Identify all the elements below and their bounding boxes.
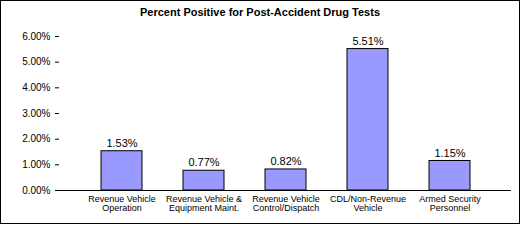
svg-text:Revenue Vehicle &Equipment Mai: Revenue Vehicle &Equipment Maint.	[166, 194, 242, 213]
svg-text:1.53%: 1.53%	[106, 137, 137, 149]
svg-text:1.00%: 1.00%	[22, 159, 50, 170]
html-text:Percent Positive for Post-Acci: Percent Positive for Post-Accident Drug …	[140, 6, 380, 18]
svg-text:CDL/Non-RevenueVehicle: CDL/Non-RevenueVehicle	[330, 194, 406, 213]
svg-text:0.82%: 0.82%	[270, 155, 301, 167]
svg-text:Revenue VehicleControl/Dispatc: Revenue VehicleControl/Dispatch	[252, 194, 320, 213]
svg-text:5.51%: 5.51%	[352, 35, 383, 47]
svg-text:2.00%: 2.00%	[22, 133, 50, 144]
svg-text:6.00%: 6.00%	[22, 31, 50, 42]
svg-text:0.00%: 0.00%	[22, 185, 50, 196]
svg-text:1.15%: 1.15%	[434, 147, 465, 159]
svg-text:Armed SecurityPersonnel: Armed SecurityPersonnel	[419, 194, 481, 213]
svg-text:4.00%: 4.00%	[22, 82, 50, 93]
svg-text:5.00%: 5.00%	[22, 56, 50, 67]
svg-text:Revenue VehicleOperation: Revenue VehicleOperation	[88, 194, 156, 213]
svg-text:0.77%: 0.77%	[188, 156, 219, 168]
svg-text:3.00%: 3.00%	[22, 108, 50, 119]
